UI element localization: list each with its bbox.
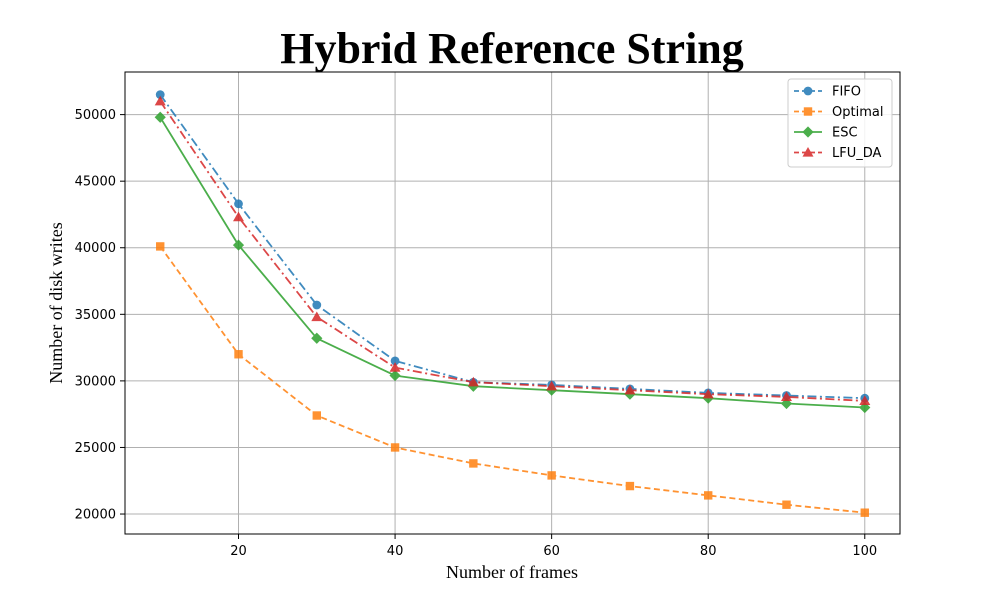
grid (125, 72, 900, 534)
x-tick-label: 20 (230, 544, 247, 559)
data-point-esc (154, 111, 166, 123)
series-line-esc (159, 116, 865, 409)
y-axis-label: Number of disk writes (46, 222, 66, 383)
data-point-lfu-da (389, 362, 401, 372)
data-point-lfu-da (154, 95, 166, 106)
data-point-optimal (156, 242, 165, 251)
data-point-optimal (547, 471, 556, 480)
data-point-fifo (234, 199, 243, 209)
y-tick-label: 35000 (75, 308, 116, 323)
data-point-optimal (390, 443, 400, 452)
legend: FIFO Optimal ESC LFU_DA (787, 78, 893, 168)
series-fifo (155, 90, 870, 403)
y-tick-label: 20000 (75, 508, 116, 523)
data-point-lfu-da (780, 391, 792, 401)
data-point-optimal (625, 481, 635, 491)
data-point-lfu-da (233, 211, 245, 222)
legend-label-optimal: Optimal (832, 105, 883, 120)
y-tick-label: 25000 (75, 441, 116, 456)
legend-label-lfu-da: LFU_DA (832, 146, 882, 161)
legend-entry-lfu-da (794, 147, 822, 157)
y-tick-label: 45000 (75, 175, 116, 190)
legend-entry-optimal (794, 107, 822, 116)
series-esc (154, 111, 871, 414)
data-point-lfu-da (467, 376, 479, 387)
legend-box (787, 78, 893, 168)
x-tick-label: 60 (543, 544, 560, 559)
data-point-fifo (312, 300, 322, 310)
legend-entry-fifo (794, 86, 822, 96)
y-tick-label: 50000 (75, 108, 116, 123)
data-point-esc (389, 369, 401, 382)
x-axis-label: Number of frames (446, 562, 578, 582)
legend-label-esc: ESC (832, 126, 858, 141)
data-point-optimal (312, 411, 321, 420)
legend-marker-esc (802, 126, 814, 138)
data-point-optimal (469, 459, 478, 468)
legend-label-fifo: FIFO (832, 85, 861, 100)
x-tick-label: 40 (387, 544, 404, 559)
x-tick-label: 80 (700, 544, 717, 559)
data-point-optimal (860, 508, 869, 517)
series-optimal (156, 242, 869, 517)
data-point-lfu-da (546, 380, 558, 391)
series-line-fifo (159, 94, 865, 400)
data-point-fifo (155, 90, 165, 100)
ticks: 20 40 60 80 100 20000 25000 30000 35000 40000 4500… (75, 108, 878, 559)
x-tick-label: 100 (852, 544, 877, 559)
data-point-esc (232, 239, 245, 251)
series-line-optimal (159, 245, 865, 514)
plot-frame (124, 71, 901, 535)
legend-marker-optimal (803, 107, 813, 116)
data-point-optimal (782, 500, 791, 509)
y-tick-label: 40000 (75, 241, 116, 256)
data-point-fifo (390, 356, 400, 366)
data-point-lfu-da (311, 311, 323, 322)
legend-entry-esc (794, 126, 822, 138)
data-point-lfu-da (624, 384, 636, 395)
data-point-optimal (704, 491, 713, 500)
legend-marker-fifo (803, 86, 813, 96)
data-point-lfu-da (702, 388, 714, 399)
data-point-lfu-da (859, 395, 871, 405)
y-tick-label: 30000 (75, 374, 116, 389)
data-point-optimal (234, 350, 243, 359)
legend-marker-lfu-da (802, 147, 814, 157)
data-point-esc (311, 332, 323, 344)
series-layer (154, 90, 871, 517)
series-line-lfu-da (159, 100, 865, 402)
chart-title: Hybrid Reference String (280, 24, 744, 73)
series-lfu-da (154, 95, 871, 405)
